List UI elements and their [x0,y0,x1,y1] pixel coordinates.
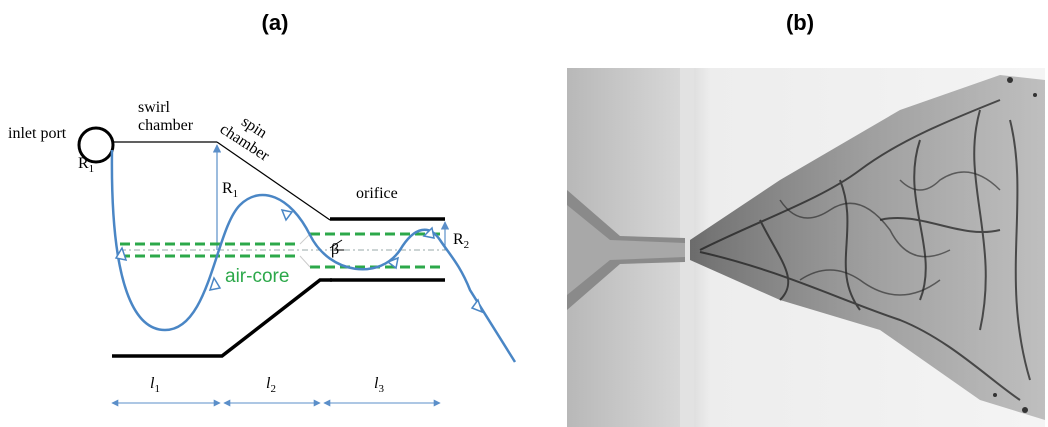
angle-label: β [331,241,339,258]
subscript: 2 [270,383,276,395]
inlet-port-label: inlet port [8,125,67,142]
label-line: chamber [138,117,194,134]
figure: (a) (b) inlet port swirlchamber spin cha… [0,0,1048,427]
subscript: 1 [233,188,239,200]
subscript: 3 [378,383,384,395]
radius-label: R1 [222,180,238,200]
symbol: R [453,231,464,248]
length-label: l1 [150,375,160,395]
panel-label: (a) [262,10,289,35]
subscript: 1 [89,163,95,175]
nozzle-diagram [79,128,515,403]
subscript: 2 [464,239,470,251]
radius-label: R2 [453,231,469,251]
spin-chamber-label: spin chamber [217,105,283,165]
length-label: l3 [374,375,384,395]
radius-label: R1 [78,155,94,175]
symbol: R [222,180,233,197]
panel-label: (b) [786,10,814,35]
symbol: R [78,155,89,172]
label-line: swirl [138,99,171,116]
spray-photo [567,68,1045,427]
subscript: 1 [154,383,160,395]
air-core-label: air-core [225,266,289,287]
orifice-label: orifice [356,185,398,202]
length-label: l2 [266,375,276,395]
